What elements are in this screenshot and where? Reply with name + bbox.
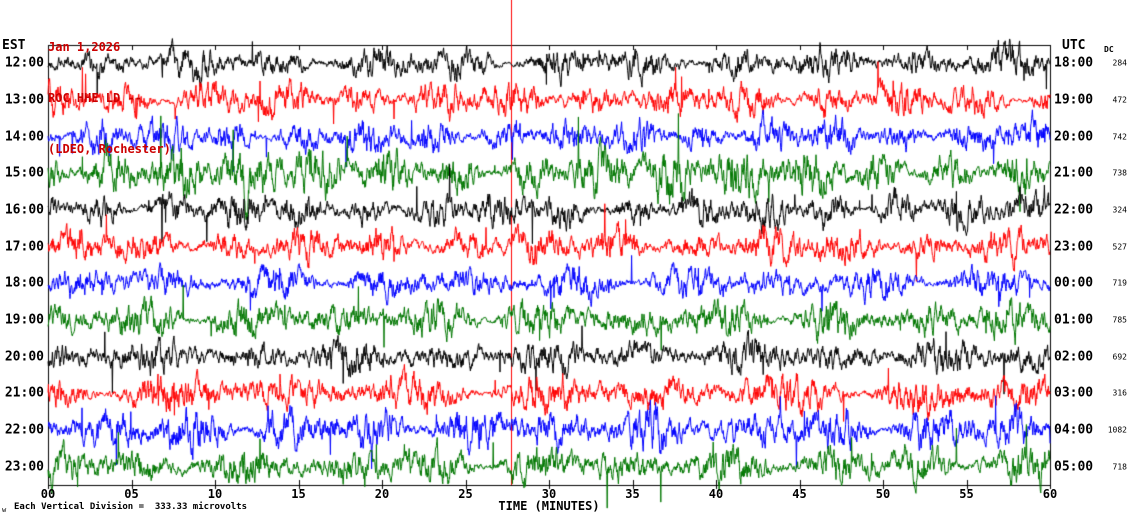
right-time-label: 20:00 <box>1054 129 1094 145</box>
dc-value: 718 <box>1112 462 1127 472</box>
right-time-label: 00:00 <box>1054 275 1094 291</box>
x-tick-label: 20 <box>374 487 390 501</box>
x-tick-label: 25 <box>458 487 473 501</box>
x-tick-label: 15 <box>291 487 306 501</box>
dc-value: 742 <box>1112 132 1127 142</box>
left-time-label: 18:00 <box>4 275 44 291</box>
right-time-label: 04:00 <box>1054 422 1094 438</box>
x-tick-label: 35 <box>625 487 640 501</box>
header-network: (LDEO, Rochester) <box>48 142 171 156</box>
plot-header: Jan 1,2026 ROC HHE LD -- (LDEO, Rocheste… <box>48 3 171 194</box>
right-time-label: 01:00 <box>1054 312 1094 328</box>
left-time-label: 16:00 <box>4 202 44 218</box>
x-tick-label: 50 <box>875 487 891 501</box>
dc-value: 1082 <box>1107 425 1127 435</box>
dc-value: 284 <box>1112 58 1127 68</box>
dc-value: 527 <box>1112 242 1127 252</box>
dc-value: 738 <box>1112 168 1127 178</box>
right-time-label: 23:00 <box>1054 239 1094 255</box>
left-time-label: 14:00 <box>4 129 44 145</box>
left-time-label: 19:00 <box>4 312 44 328</box>
x-tick-label: 60 <box>1042 487 1058 501</box>
left-time-label: 17:00 <box>4 239 44 255</box>
left-time-label: 23:00 <box>4 459 44 475</box>
right-time-label: 02:00 <box>1054 349 1094 365</box>
dc-value: 785 <box>1112 315 1127 325</box>
scale-note: Each Vertical Division = 333.33 microvol… <box>14 502 247 512</box>
right-time-label: 05:00 <box>1054 459 1094 475</box>
left-time-label: 12:00 <box>4 55 44 71</box>
header-station: ROC HHE LD -- <box>48 91 142 105</box>
dc-value: 324 <box>1112 205 1127 215</box>
dc-value: 719 <box>1112 278 1127 288</box>
right-time-label: 03:00 <box>1054 385 1094 401</box>
x-axis-title: TIME (MINUTES) <box>498 499 600 513</box>
left-time-label: 20:00 <box>4 349 44 365</box>
left-timezone-label: EST <box>2 38 26 53</box>
right-time-label: 18:00 <box>1054 55 1094 71</box>
x-tick-label: 05 <box>124 487 139 501</box>
x-tick-label: 30 <box>541 487 557 501</box>
x-tick-label: 45 <box>792 487 807 501</box>
dc-column-label: DC <box>1104 45 1114 54</box>
dc-value: 692 <box>1112 352 1127 362</box>
left-time-label: 21:00 <box>4 385 44 401</box>
right-time-label: 21:00 <box>1054 165 1094 181</box>
left-time-label: 22:00 <box>4 422 44 438</box>
left-time-label: 15:00 <box>4 165 44 181</box>
x-tick-label: 10 <box>207 487 223 501</box>
x-tick-label: 00 <box>40 487 56 501</box>
dc-value: 316 <box>1112 388 1127 398</box>
x-tick-label: 40 <box>708 487 724 501</box>
right-time-label: 19:00 <box>1054 92 1094 108</box>
dc-value: 472 <box>1112 95 1127 105</box>
right-time-label: 22:00 <box>1054 202 1094 218</box>
header-date: Jan 1,2026 <box>48 40 121 54</box>
x-tick-label: 55 <box>959 487 974 501</box>
footer-symbol: w <box>2 506 7 514</box>
left-time-label: 13:00 <box>4 92 44 108</box>
right-timezone-label: UTC <box>1062 38 1086 53</box>
